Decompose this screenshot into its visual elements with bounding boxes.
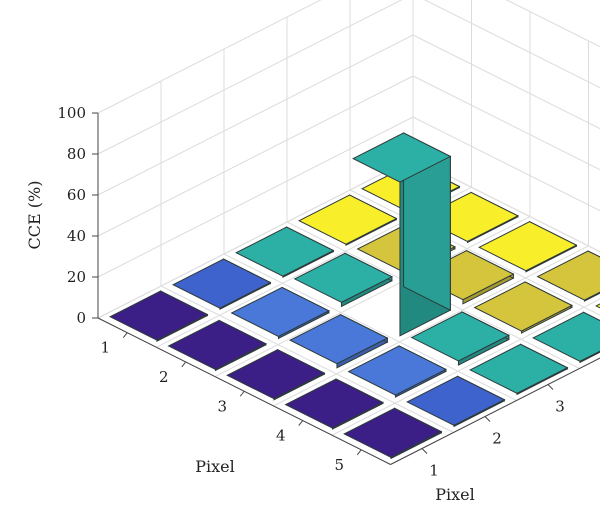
row-tick-label: 1 (100, 339, 110, 357)
bar-r3-c1 (226, 348, 326, 401)
bar-r4-c4 (473, 281, 573, 334)
grid-side-wall-h (412, 75, 600, 171)
row-tick (356, 449, 362, 456)
grid-side-wall-h (505, 0, 600, 48)
col-tick-label: 2 (492, 430, 502, 448)
bar-top-face (347, 345, 447, 396)
grid-back-wall-h (97, 75, 414, 237)
bar-r5-c2 (406, 375, 506, 428)
bar-top-face (536, 250, 600, 301)
bar-r2-c3 (293, 252, 393, 308)
grid-floor-col (412, 157, 600, 253)
bar-r5-c3 (469, 343, 569, 396)
bar-layer (109, 132, 600, 460)
z-tick-label: 40 (67, 227, 86, 245)
bar-top-face (284, 378, 384, 429)
col-tick (547, 384, 554, 390)
grid-side-wall-h (423, 0, 600, 89)
bar-r5-c4 (532, 311, 600, 364)
bar-top-face (532, 311, 600, 362)
bar-top-face (167, 319, 267, 371)
bar-top-face (595, 303, 600, 309)
grid-floor-col (223, 253, 517, 401)
bar-r3-c2 (289, 313, 389, 369)
grid-floor-row (97, 157, 414, 319)
z-tick-label: 0 (76, 309, 86, 327)
grid-floor-row (273, 245, 589, 407)
bar-r4-c1 (284, 378, 384, 430)
row-tick (181, 361, 187, 368)
grid-floor-row (214, 216, 531, 378)
z-tick-label: 60 (67, 186, 86, 204)
row-tick-label: 2 (159, 368, 169, 386)
row-tick (298, 420, 304, 426)
z-axis-title: CCE (%) (25, 181, 44, 250)
row-axis-title: Pixel (195, 457, 235, 476)
bar-top-face (298, 194, 398, 245)
bar-r5-c1 (343, 407, 443, 460)
bar-top-face (230, 286, 330, 337)
bar-top-face (226, 349, 326, 400)
bar-r3-c3 (352, 132, 452, 337)
row-tick-label: 4 (276, 427, 286, 445)
bar-top-face (473, 281, 573, 332)
bar-top-face (352, 132, 452, 183)
bar-r2-c2 (230, 286, 330, 340)
grid-floor-row (331, 298, 600, 436)
bar-top-face (109, 290, 209, 341)
bar-r1-c1 (109, 290, 209, 342)
col-axis-title: Pixel (435, 485, 475, 504)
bar-top-face (478, 221, 578, 272)
grid-back-wall-h (97, 116, 414, 278)
grid-back-wall-h (97, 0, 403, 155)
col-tick (484, 416, 491, 422)
grid-floor-col (160, 285, 454, 433)
z-tick-label: 100 (57, 104, 86, 122)
grid-floor-col (349, 189, 600, 316)
axis-layer (92, 112, 600, 465)
bar-r5-c5 (595, 303, 600, 309)
bar-r1-c4 (298, 194, 398, 246)
bar-top-face (293, 252, 393, 303)
grid-back-wall-h (97, 0, 322, 114)
bar-r3-c5 (478, 220, 578, 273)
row-tick (239, 390, 245, 397)
col-tick-label: 3 (555, 398, 565, 416)
col-tick-label: 1 (429, 462, 439, 480)
label-layer: CCE (%) Pixel Pixel 0 20 40 60 80 100 1 2 3 4 5 1 2 3… (25, 104, 565, 504)
bar-r1-c2 (172, 258, 272, 310)
bar-top-face (343, 407, 443, 458)
row-tick (122, 332, 128, 338)
col-tick (421, 448, 428, 454)
bar-top-face (406, 375, 506, 426)
row-tick-label: 3 (217, 397, 227, 415)
bar-r1-c3 (235, 226, 335, 278)
grid-back-wall-h (97, 34, 414, 196)
bar-r2-c1 (167, 319, 267, 372)
bar-top-face (410, 311, 510, 362)
bar-r4-c5 (536, 250, 600, 302)
row-tick-label: 5 (334, 456, 344, 474)
bar-top-face (172, 258, 272, 309)
bar-top-face (469, 343, 569, 394)
bar-top-face (289, 314, 389, 365)
z-tick-label: 20 (67, 268, 86, 286)
bar-top-face (235, 226, 335, 277)
grid-side-wall-h (412, 34, 600, 130)
grid-side-wall-h (412, 116, 600, 212)
z-tick-label: 80 (67, 145, 86, 163)
bar-r4-c2 (347, 345, 447, 398)
bar-r4-c3 (410, 311, 510, 366)
